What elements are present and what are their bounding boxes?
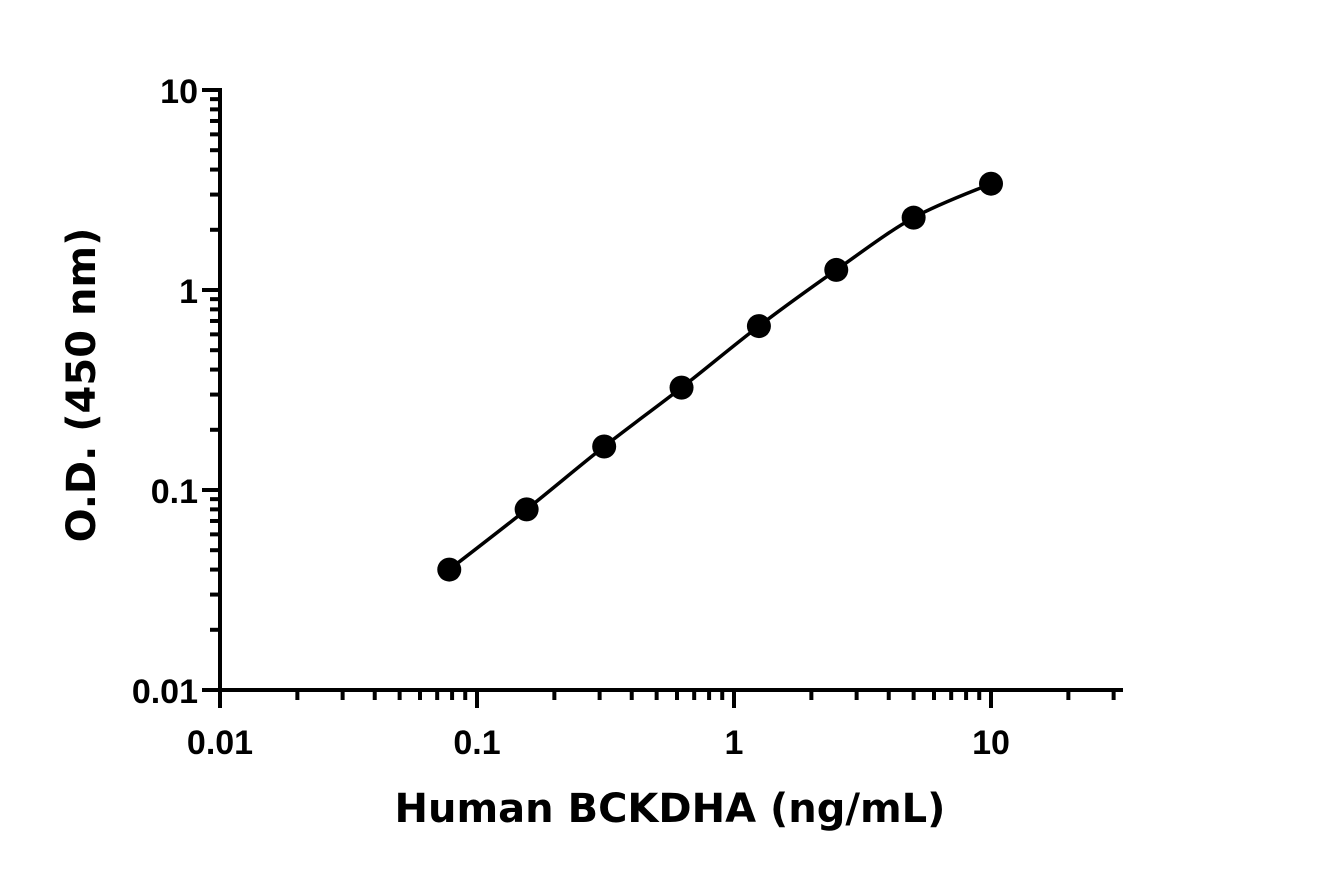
data-point <box>437 557 462 582</box>
y-tick-labels: 0.01 0.1 1 10 <box>132 73 198 711</box>
y-tick-label: 1 <box>179 273 198 311</box>
x-tick-label: 1 <box>725 724 744 762</box>
data-point <box>592 434 617 459</box>
x-tick-labels: 0.01 0.1 1 10 <box>187 724 1010 762</box>
x-tick-label: 0.01 <box>187 724 253 762</box>
data-point <box>514 497 539 522</box>
data-point <box>746 314 771 339</box>
data-point <box>979 171 1003 196</box>
data-points <box>437 171 1003 582</box>
data-point <box>824 257 849 282</box>
y-tick-label: 10 <box>160 73 198 111</box>
data-point <box>669 375 694 400</box>
y-tick-label: 0.1 <box>151 473 198 511</box>
y-tick-label: 0.01 <box>132 673 198 711</box>
y-axis-title: O.D. (450 nm) <box>59 228 105 543</box>
axis-ticks <box>202 88 1116 708</box>
data-point <box>901 205 926 230</box>
x-axis-title: Human BCKDHA (ng/mL) <box>395 786 946 832</box>
x-tick-label: 0.1 <box>453 724 500 762</box>
x-tick-label: 10 <box>972 724 1010 762</box>
